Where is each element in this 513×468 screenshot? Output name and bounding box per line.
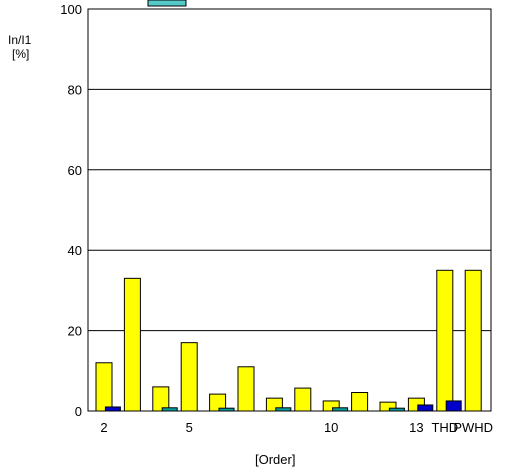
x-tick-label: 13 (409, 420, 423, 435)
x-tick-label: THD (431, 420, 458, 435)
bar-small-THD (417, 404, 434, 412)
plot-frame (87, 8, 492, 412)
y-tick-label: 20 (68, 324, 82, 339)
x-axis-label: [Order] (255, 452, 295, 467)
bar-small-3 (104, 406, 121, 412)
bar-yellow-9 (294, 387, 312, 412)
x-tick-label: PWHD (453, 420, 493, 435)
bar-yellow-3 (123, 277, 141, 412)
bar-yellow-PWHD (464, 269, 482, 412)
x-tick-label: 2 (100, 420, 107, 435)
y-tick-label: 40 (68, 243, 82, 258)
y-axis-label-line2: [%] (12, 47, 29, 61)
x-tick-label: 5 (186, 420, 193, 435)
y-tick-label: 0 (75, 404, 82, 419)
y-axis-ticks: 0 20 40 60 80 100 (60, 2, 82, 419)
bar-yellow-11 (351, 392, 369, 412)
y-tick-label: 80 (68, 82, 82, 97)
bar-yellow-5 (180, 342, 198, 412)
x-tick-label: 10 (324, 420, 338, 435)
grid-lines (88, 88, 491, 332)
bars (95, 269, 482, 412)
legend-swatch (147, 0, 187, 7)
bar-yellow-THD (436, 269, 454, 412)
y-axis-label-line1: In/I1 (8, 33, 32, 47)
bar-yellow-2 (95, 362, 113, 412)
y-tick-label: 100 (60, 2, 82, 17)
bar-yellow-7 (237, 366, 255, 412)
y-tick-label: 60 (68, 163, 82, 178)
bar-small-PWHD (445, 400, 462, 412)
